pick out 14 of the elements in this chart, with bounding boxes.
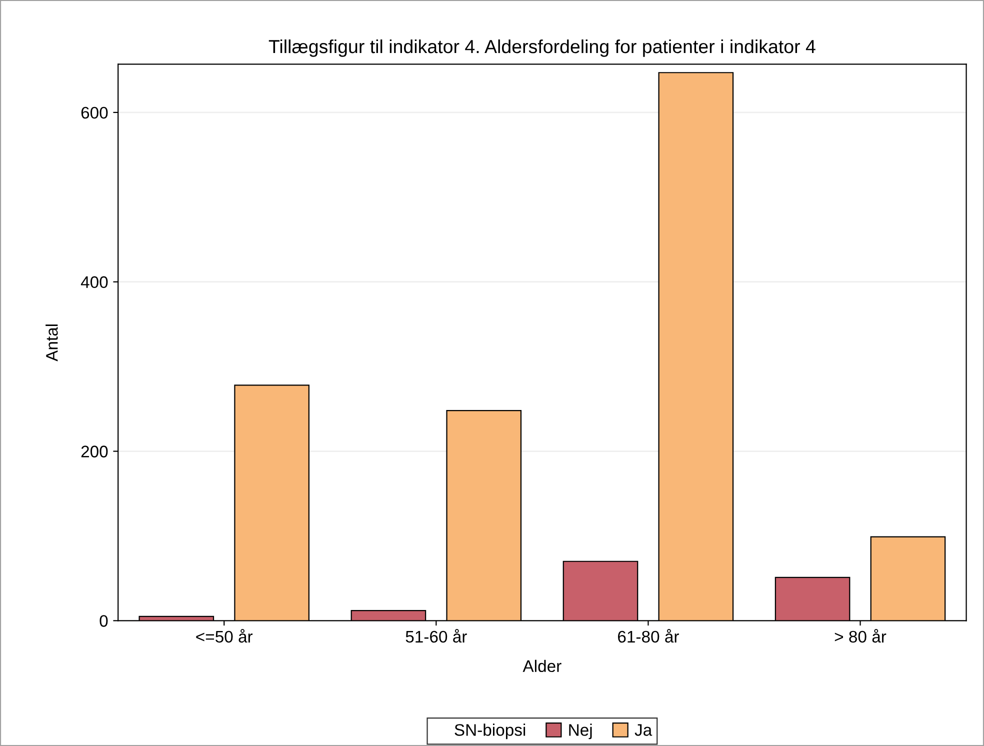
x-axis-title: Alder [522,660,562,672]
x-tick-label: 51-60 år [406,629,467,643]
y-axis-title: Antal [46,324,58,362]
legend-label: Nej [569,724,592,740]
x-tick-label: 61-80 år [618,629,679,643]
y-tick-label: 0 [100,615,108,627]
legend-label: Ja [634,724,652,736]
y-tick-label: 400 [80,276,108,288]
y-tick-label: 600 [81,106,108,119]
chart-title: Tillægsfigur til indikator 4. Aldersfordeling for patienter i indikator 4 [268,39,816,57]
x-tick-label: <=50 år [196,629,253,643]
y-tick-label: 200 [81,446,108,458]
x-tick-label: > 80 år [834,629,886,643]
legend-title: SN-biopsi [454,724,526,740]
